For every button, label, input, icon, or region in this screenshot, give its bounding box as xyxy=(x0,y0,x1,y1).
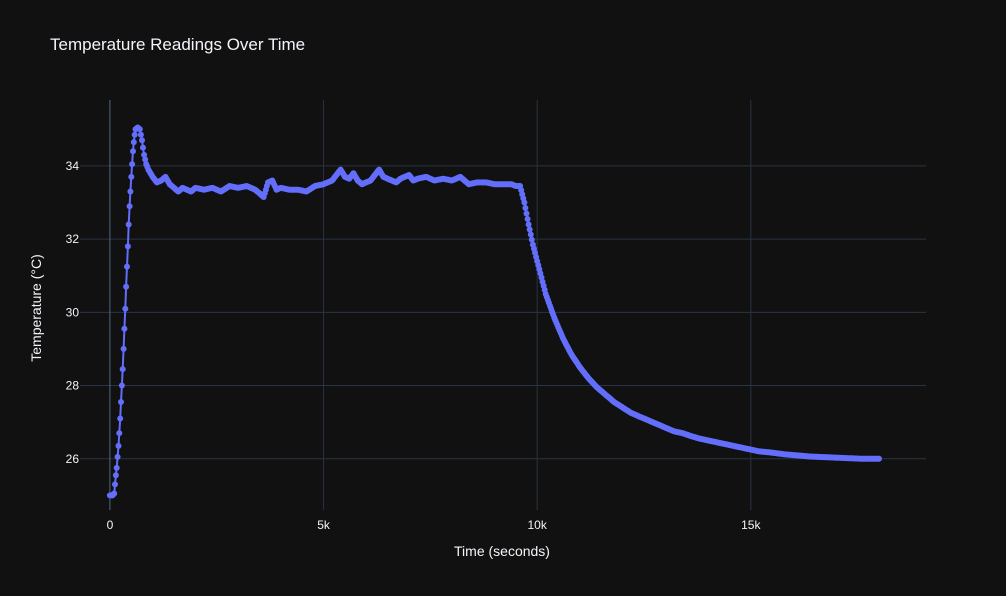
data-point xyxy=(123,283,130,290)
x-axis-title: Time (seconds) xyxy=(454,543,550,559)
data-point xyxy=(125,221,132,228)
data-point xyxy=(131,131,138,138)
data-point xyxy=(124,263,130,270)
data-point xyxy=(119,366,126,373)
data-point xyxy=(124,243,131,250)
data-point xyxy=(524,216,531,222)
data-point xyxy=(523,210,530,217)
data-point xyxy=(525,221,532,228)
y-axis-title: Temperature (°C) xyxy=(28,254,44,362)
y-tick-label: 32 xyxy=(66,232,80,246)
y-tick-label: 34 xyxy=(66,159,80,173)
data-point xyxy=(876,455,882,462)
data-point xyxy=(142,156,149,163)
data-point xyxy=(528,236,535,243)
data-point xyxy=(136,126,143,133)
temperature-series xyxy=(106,124,882,499)
y-tick-label: 30 xyxy=(66,305,80,319)
x-tick-label: 10k xyxy=(528,518,548,532)
data-point xyxy=(114,453,121,460)
data-point xyxy=(111,490,118,497)
gridlines xyxy=(80,100,926,510)
data-point xyxy=(141,151,148,158)
y-axis-ticks: 26 28 30 32 34 xyxy=(66,159,80,466)
data-point xyxy=(526,226,533,233)
x-axis-ticks: 0 5k 10k 15k xyxy=(107,518,762,532)
data-point xyxy=(129,161,136,168)
data-point xyxy=(128,173,135,180)
x-tick-label: 5k xyxy=(317,518,331,532)
data-point xyxy=(121,325,128,332)
data-point xyxy=(115,442,122,449)
x-tick-label: 15k xyxy=(741,518,761,532)
x-tick-label: 0 xyxy=(107,518,114,532)
data-point xyxy=(130,148,136,155)
data-point xyxy=(130,139,137,146)
data-point xyxy=(120,345,127,352)
data-point xyxy=(139,137,145,144)
data-point xyxy=(116,430,123,437)
data-point xyxy=(527,231,534,238)
data-point xyxy=(113,464,120,471)
data-point xyxy=(521,199,528,206)
chart-title: Temperature Readings Over Time xyxy=(50,35,305,54)
data-point xyxy=(122,305,129,312)
data-point xyxy=(118,399,124,405)
data-point xyxy=(127,188,134,195)
data-point xyxy=(112,472,119,479)
data-point xyxy=(137,131,144,138)
y-tick-label: 28 xyxy=(66,379,80,393)
data-point xyxy=(112,481,118,488)
data-point xyxy=(118,382,125,389)
data-point xyxy=(522,205,529,211)
data-point xyxy=(140,144,146,151)
y-tick-label: 26 xyxy=(66,452,80,466)
data-point xyxy=(117,415,124,422)
data-point xyxy=(126,203,133,210)
